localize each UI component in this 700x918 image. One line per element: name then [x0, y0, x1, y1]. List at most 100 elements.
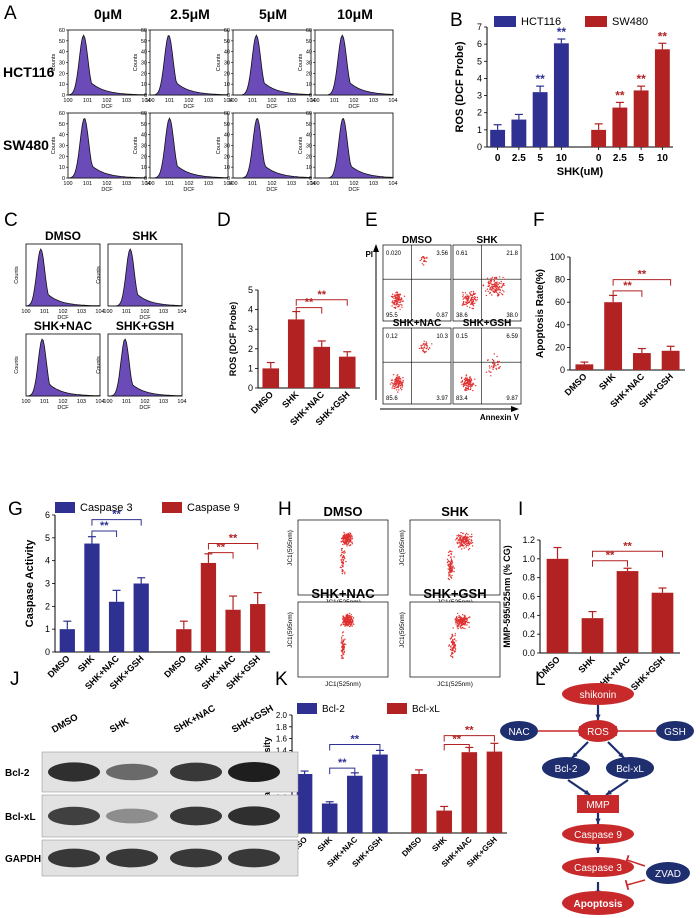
plot-title: SHK+GSH [116, 319, 174, 333]
data-point [456, 618, 458, 620]
data-point [451, 649, 453, 652]
histogram-fill [108, 338, 183, 397]
quadrant-value: 95.5 [386, 313, 398, 319]
data-point [448, 573, 450, 575]
data-point [460, 377, 463, 379]
data-point [456, 542, 459, 545]
pathway-node-casp3: Caspase 3 [562, 857, 634, 877]
data-point [465, 537, 468, 539]
bar [591, 129, 607, 147]
data-point [467, 533, 469, 536]
data-point [475, 300, 477, 302]
x-tick-label: 100 [63, 181, 72, 187]
x-tick-label: 103 [77, 399, 86, 405]
data-point [502, 276, 504, 279]
x-tick-label: SHK [316, 835, 334, 853]
data-point [493, 364, 495, 367]
data-point [344, 551, 346, 553]
data-point [466, 617, 468, 619]
data-point [420, 345, 422, 347]
data-point [485, 371, 488, 373]
data-point [470, 379, 473, 382]
panel-letter-l: L [535, 669, 546, 690]
data-point [460, 624, 463, 627]
data-point [423, 346, 426, 349]
plot-title: DMSO [45, 229, 81, 243]
data-point [452, 652, 454, 655]
data-point [447, 577, 450, 580]
x-tick-label: 100 [310, 98, 319, 104]
data-point [399, 308, 401, 311]
x-tick-label: 100 [228, 98, 237, 104]
data-point [400, 303, 402, 306]
data-point [401, 306, 403, 308]
data-point [394, 381, 396, 383]
data-point [341, 657, 343, 660]
data-point [465, 301, 467, 303]
data-point [343, 531, 345, 534]
plot-frame [452, 244, 522, 322]
data-point [450, 552, 452, 555]
data-point [394, 301, 396, 303]
data-point [463, 381, 466, 383]
data-point [490, 283, 492, 285]
y-tick-label: 1.4 [276, 746, 288, 755]
node-label: Bcl-2 [555, 764, 578, 775]
data-point [467, 539, 469, 541]
data-point [495, 276, 497, 278]
data-point [488, 370, 490, 372]
quadrant-value: 21.8 [506, 251, 518, 257]
data-point [393, 385, 396, 388]
data-point [503, 278, 506, 280]
y-tick-label: 1 [45, 624, 50, 634]
bar [262, 368, 280, 388]
x-axis-label: DCF [139, 315, 151, 321]
data-point [503, 284, 505, 287]
x-tick-label: 100 [21, 309, 30, 315]
arrow-head [373, 244, 379, 252]
data-point [397, 382, 399, 384]
data-point [447, 551, 450, 553]
data-point [461, 304, 463, 306]
data-point [341, 621, 344, 624]
data-point [453, 556, 455, 558]
data-point [464, 617, 466, 620]
data-point [463, 547, 465, 549]
data-point [465, 377, 468, 379]
data-point [342, 561, 344, 563]
x-tick-label: 103 [287, 181, 296, 187]
blot-band [170, 806, 222, 826]
data-point [465, 389, 467, 392]
blot-band [48, 806, 100, 826]
significance-bracket [295, 299, 348, 306]
data-point [350, 537, 352, 539]
arrow-head [511, 406, 519, 412]
plot-title: SHK+GSH [463, 318, 512, 329]
data-point [469, 303, 472, 305]
y-tick-label: 1 [248, 363, 253, 373]
data-point [345, 643, 347, 645]
data-point [468, 622, 470, 624]
bar [604, 302, 623, 370]
data-point [470, 542, 473, 544]
y-axis-label: Counts [51, 137, 57, 155]
data-point [455, 616, 458, 619]
significance-bracket [612, 290, 643, 297]
data-point [464, 383, 466, 385]
data-point [494, 289, 496, 291]
y-tick-label: 1.8 [276, 723, 288, 732]
data-point [342, 551, 344, 553]
y-tick-label: 50 [59, 39, 65, 45]
data-point [347, 538, 349, 540]
data-point [465, 384, 467, 386]
node-label: ZVAD [655, 869, 681, 880]
quadrant-value: 85.6 [386, 396, 398, 402]
y-tick-label: 0.2 [522, 629, 535, 639]
data-point [347, 616, 349, 618]
histogram-c-1: 100 101 102 103 104 DCF [103, 243, 187, 321]
y-axis-label: Counts [216, 137, 222, 155]
x-tick-label: 104 [388, 98, 397, 104]
